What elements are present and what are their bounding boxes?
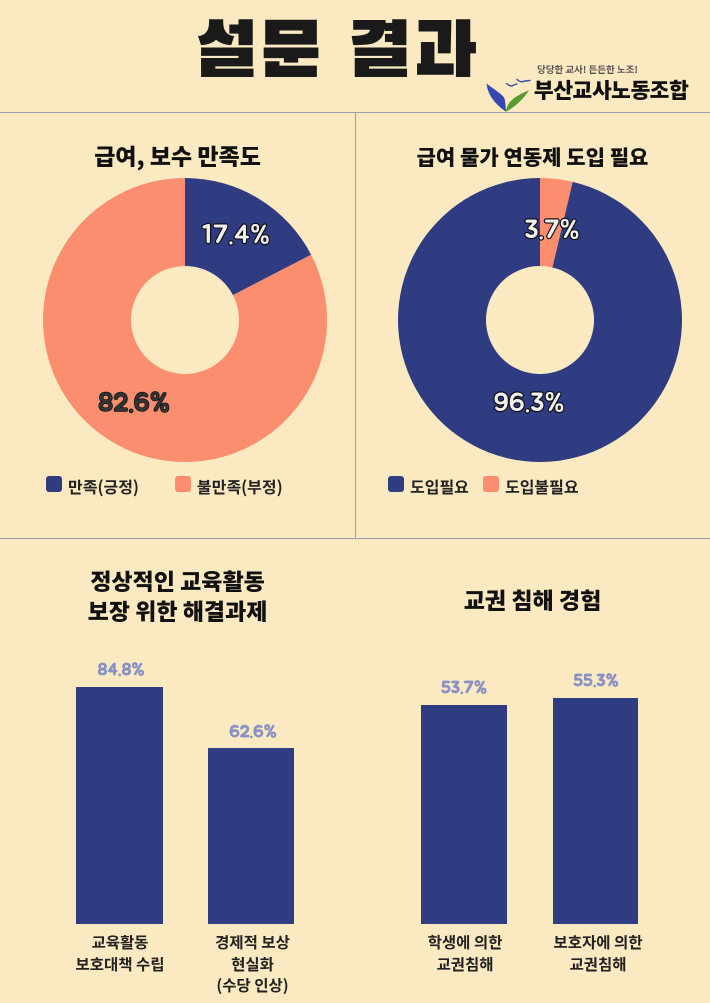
svg-text:96.3%: 96.3% (493, 391, 564, 417)
svg-text:82.6%: 82.6% (98, 391, 170, 417)
svg-text:3.7%: 3.7% (524, 218, 579, 244)
svg-text:17.4%: 17.4% (202, 223, 270, 249)
